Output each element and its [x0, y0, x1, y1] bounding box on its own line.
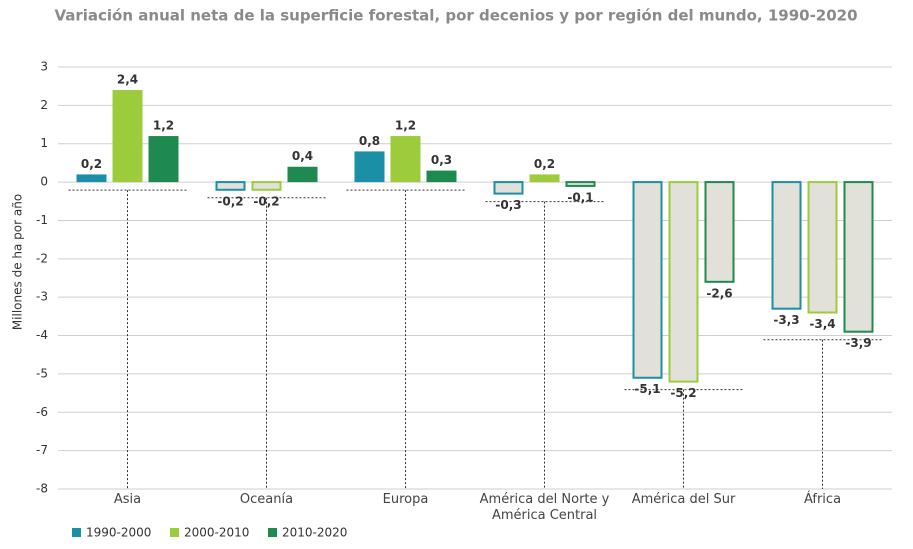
- chart-title: Variación anual neta de la superficie fo…: [54, 7, 857, 25]
- bar: [76, 174, 107, 183]
- value-label: 1,2: [395, 119, 416, 133]
- value-label: 0,2: [534, 157, 555, 171]
- y-tick-label: -3: [36, 290, 48, 304]
- bar: [493, 181, 524, 195]
- bar: [148, 136, 179, 183]
- bar: [215, 181, 246, 191]
- bar: [390, 136, 421, 183]
- value-label: 2,4: [117, 73, 138, 87]
- y-tick-label: 3: [40, 60, 48, 74]
- bar: [251, 181, 282, 191]
- bar: [112, 90, 143, 183]
- y-tick-label: 0: [40, 175, 48, 189]
- value-label: 0,3: [431, 153, 452, 167]
- y-tick-label: -6: [36, 405, 48, 419]
- value-label: -3,9: [845, 336, 871, 350]
- value-label: 0,4: [292, 149, 313, 163]
- y-tick-label: 2: [40, 98, 48, 112]
- bar: [529, 174, 560, 183]
- value-label: -5,2: [670, 386, 696, 400]
- legend-label: 1990-2000: [86, 526, 151, 540]
- bar: [843, 181, 874, 333]
- x-tick-label: Asia: [113, 492, 142, 507]
- x-tick-label: Oceanía: [239, 492, 294, 507]
- legend-label: 2010-2020: [282, 526, 347, 540]
- value-label: -0,1: [567, 190, 593, 204]
- value-label: -3,3: [773, 313, 799, 327]
- x-tick-label: América del Sur: [631, 492, 736, 507]
- y-tick-label: 1: [40, 136, 48, 150]
- bar: [565, 181, 596, 187]
- value-label: -3,4: [809, 317, 835, 331]
- value-label: -0,2: [217, 194, 243, 208]
- legend-swatch: [170, 528, 179, 537]
- x-tick-label: América del Norte y América Central: [479, 492, 610, 523]
- value-label: 0,8: [359, 134, 380, 148]
- bar: [668, 181, 699, 383]
- bar: [807, 181, 838, 314]
- value-label: -0,3: [495, 198, 521, 212]
- bar: [426, 170, 457, 183]
- value-label: 1,2: [153, 119, 174, 133]
- value-label: -5,1: [634, 382, 660, 396]
- bar: [354, 151, 385, 183]
- legend-label: 2000-2010: [184, 526, 249, 540]
- y-axis-label: Millones de ha por año: [11, 194, 25, 330]
- legend-swatch: [268, 528, 277, 537]
- x-tick-label: Europa: [382, 492, 429, 507]
- y-tick-label: -1: [36, 213, 48, 227]
- bar: [704, 181, 735, 283]
- y-tick-label: -8: [36, 482, 48, 496]
- y-tick-label: -7: [36, 443, 48, 457]
- bar: [632, 181, 663, 379]
- bar: [287, 166, 318, 183]
- legend-swatch: [72, 528, 81, 537]
- y-tick-label: -2: [36, 251, 48, 265]
- x-tick-label: África: [803, 492, 842, 507]
- value-label: -0,2: [253, 194, 279, 208]
- value-label: -2,6: [706, 286, 732, 300]
- value-label: 0,2: [81, 157, 102, 171]
- bar: [771, 181, 802, 310]
- y-tick-label: -5: [36, 366, 48, 380]
- y-tick-label: -4: [36, 328, 48, 342]
